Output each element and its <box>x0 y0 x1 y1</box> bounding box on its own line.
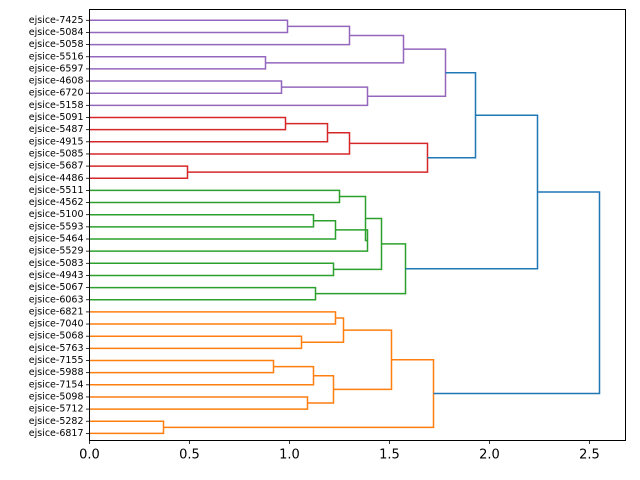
x-tick-label: 1.0 <box>279 448 300 463</box>
leaf-label: ejsice-6720 <box>29 88 84 99</box>
leaf-label: ejsice-6817 <box>29 428 84 439</box>
leaf-label: ejsice-4915 <box>29 136 84 147</box>
leaf-label: ejsice-5091 <box>29 112 84 123</box>
leaf-label: ejsice-5067 <box>29 282 84 293</box>
plot-frame <box>89 9 626 441</box>
leaf-label: ejsice-5516 <box>29 51 84 62</box>
leaf-label: ejsice-5084 <box>29 27 84 38</box>
leaf-label: ejsice-5058 <box>29 39 84 50</box>
dendrogram-links <box>89 19 601 435</box>
leaf-label: ejsice-5100 <box>29 209 84 220</box>
leaf-label: ejsice-7425 <box>29 15 84 26</box>
x-axis: 0.0 0.5 1.0 1.5 2.0 2.5 <box>79 440 600 463</box>
leaf-label: ejsice-5085 <box>29 148 84 159</box>
x-tick-label: 2.5 <box>579 448 600 463</box>
x-tick-label: 2.0 <box>479 448 500 463</box>
leaf-label: ejsice-5464 <box>29 234 84 245</box>
leaf-label: ejsice-5098 <box>29 391 84 402</box>
leaf-label: ejsice-5068 <box>29 331 84 342</box>
leaf-label: ejsice-5083 <box>29 258 84 269</box>
leaf-label: ejsice-4943 <box>29 270 84 281</box>
leaf-label: ejsice-6063 <box>29 294 84 305</box>
leaf-label: ejsice-4562 <box>29 197 84 208</box>
x-tick-label: 1.5 <box>379 448 400 463</box>
leaf-label: ejsice-6821 <box>29 306 84 317</box>
leaf-label: ejsice-5988 <box>29 367 84 378</box>
leaf-label: ejsice-6597 <box>29 63 84 74</box>
x-tick-label: 0.5 <box>179 448 200 463</box>
leaf-label: ejsice-5763 <box>29 343 84 354</box>
leaf-label: ejsice-5593 <box>29 221 84 232</box>
leaf-label: ejsice-4608 <box>29 76 84 87</box>
leaf-label: ejsice-5529 <box>29 246 84 257</box>
leaf-label: ejsice-5487 <box>29 124 84 135</box>
leaf-labels: ejsice-7425ejsice-5084ejsice-5058ejsice-… <box>29 15 90 439</box>
leaf-label: ejsice-5158 <box>29 100 84 111</box>
leaf-label: ejsice-5687 <box>29 161 84 172</box>
leaf-label: ejsice-4486 <box>29 173 84 184</box>
leaf-label: ejsice-5282 <box>29 416 84 427</box>
link-M34 <box>433 191 601 395</box>
leaf-label: ejsice-7155 <box>29 355 84 366</box>
leaf-label: ejsice-5712 <box>29 404 84 415</box>
leaf-label: ejsice-5511 <box>29 185 84 196</box>
leaf-label: ejsice-7040 <box>29 319 84 330</box>
leaf-label: ejsice-7154 <box>29 379 84 390</box>
x-tick-label: 0.0 <box>79 448 100 463</box>
